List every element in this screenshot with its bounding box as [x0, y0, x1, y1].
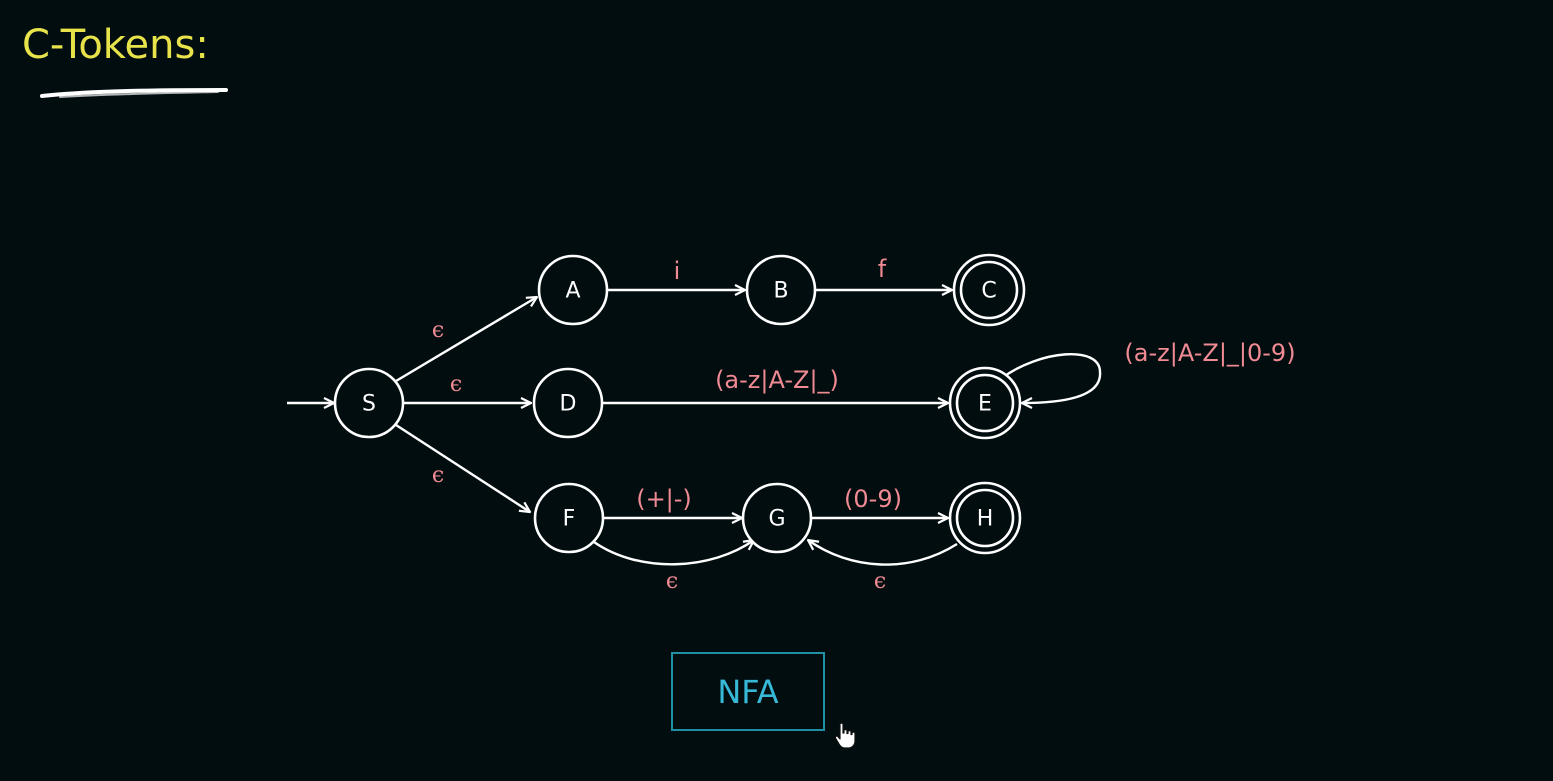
state-a-label: A — [565, 279, 580, 304]
title-underline — [40, 88, 228, 98]
page-title: C-Tokens: — [22, 22, 209, 68]
label-f-g-epsilon: ϵ — [666, 569, 678, 594]
state-a: A — [537, 254, 609, 326]
edge-e-loop — [1001, 353, 1102, 403]
label-d-e: (a-z|A-Z|_) — [715, 366, 839, 394]
state-g: G — [741, 482, 813, 554]
label-f-g: (+|-) — [636, 485, 692, 513]
hand-pointer-icon — [834, 722, 856, 749]
state-f: F — [533, 482, 605, 554]
state-d: D — [532, 367, 604, 439]
state-f-label: F — [563, 507, 576, 532]
label-g-h: (0-9) — [844, 485, 902, 513]
label-s-a: ϵ — [432, 318, 444, 343]
label-h-g-epsilon: ϵ — [874, 569, 886, 594]
state-b-label: B — [773, 279, 788, 304]
label-s-f: ϵ — [432, 463, 444, 488]
label-a-b: i — [674, 257, 681, 285]
state-s: S — [333, 367, 405, 439]
state-s-label: S — [362, 392, 376, 417]
state-c-label: C — [981, 279, 996, 304]
state-d-label: D — [560, 392, 577, 417]
edge-h-g-epsilon — [808, 540, 958, 566]
state-e-label: E — [978, 392, 992, 417]
state-h-label: H — [977, 507, 994, 532]
state-c-accepting: C — [952, 253, 1026, 327]
state-e-accepting: E — [948, 366, 1022, 440]
state-g-label: G — [768, 507, 785, 532]
state-h-accepting: H — [948, 481, 1022, 555]
nfa-button[interactable]: NFA — [671, 652, 825, 731]
edge-s-f — [395, 423, 530, 512]
edge-s-a — [395, 297, 537, 383]
label-e-loop: (a-z|A-Z|_|0-9) — [1124, 339, 1295, 367]
label-s-d: ϵ — [450, 372, 462, 397]
edge-f-g-epsilon — [593, 540, 754, 566]
state-b: B — [745, 254, 817, 326]
label-b-c: f — [878, 255, 887, 283]
